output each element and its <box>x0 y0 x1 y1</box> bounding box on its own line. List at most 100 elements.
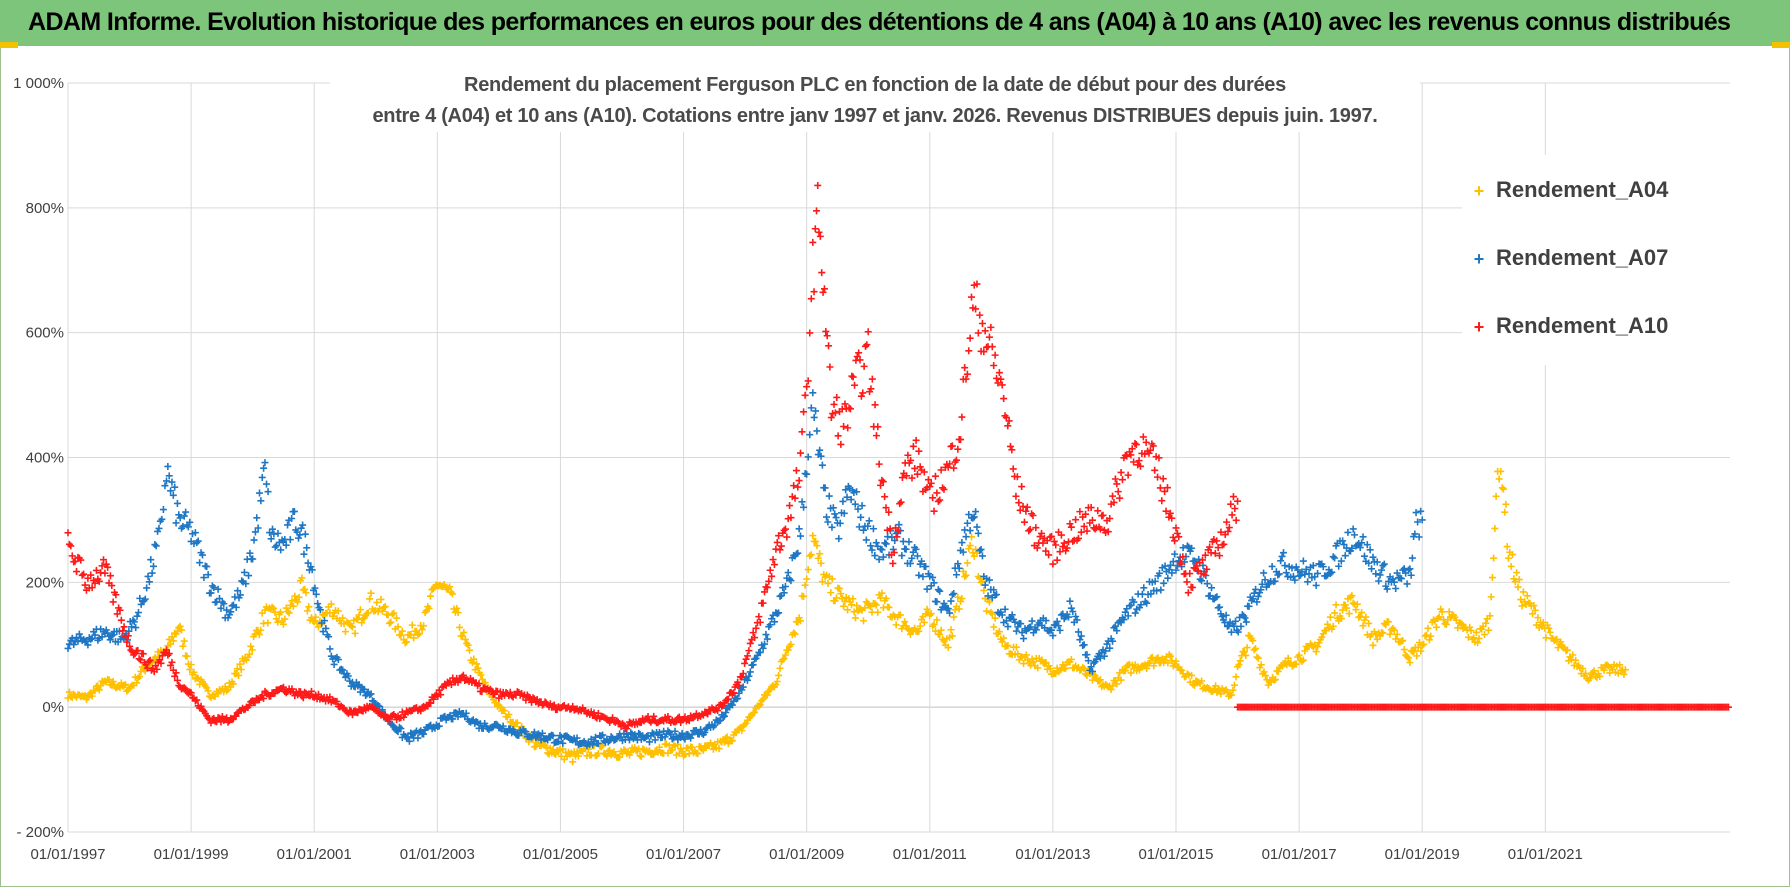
point-rendement-a04 <box>950 613 958 621</box>
point-rendement-a07 <box>1140 584 1148 592</box>
point-rendement-a07 <box>1234 628 1242 636</box>
point-rendement-a04 <box>235 671 243 679</box>
point-rendement-a07 <box>1408 554 1416 562</box>
point-rendement-a04 <box>743 716 751 724</box>
point-rendement-a04 <box>1492 492 1500 500</box>
point-rendement-a10 <box>529 694 537 702</box>
point-rendement-a04 <box>410 634 418 642</box>
point-rendement-a10 <box>113 610 121 618</box>
point-rendement-a04 <box>359 615 367 623</box>
point-rendement-a07 <box>749 661 757 669</box>
point-rendement-a07 <box>1008 611 1016 619</box>
point-rendement-a07 <box>829 504 837 512</box>
point-rendement-a04 <box>1188 671 1196 679</box>
point-rendement-a10 <box>897 498 905 506</box>
point-rendement-a10 <box>961 364 969 372</box>
point-rendement-a04 <box>1482 619 1490 627</box>
point-rendement-a04 <box>1315 639 1323 647</box>
point-rendement-a04 <box>1425 636 1433 644</box>
point-rendement-a10 <box>830 400 838 408</box>
point-rendement-a04 <box>694 750 702 758</box>
point-rendement-a07 <box>1168 569 1176 577</box>
point-rendement-a10 <box>427 699 435 707</box>
point-rendement-a10 <box>845 404 853 412</box>
point-rendement-a04 <box>862 598 870 606</box>
point-rendement-a04 <box>1491 524 1499 532</box>
point-rendement-a07 <box>1356 544 1364 552</box>
point-rendement-a07 <box>449 715 457 723</box>
point-rendement-a07 <box>875 555 883 563</box>
point-rendement-a07 <box>1360 552 1368 560</box>
point-rendement-a04 <box>978 577 986 585</box>
point-rendement-a07 <box>1378 566 1385 574</box>
point-rendement-a10 <box>224 718 232 726</box>
point-rendement-a07 <box>143 584 151 592</box>
point-rendement-a07 <box>1053 617 1061 625</box>
point-rendement-a10 <box>1201 551 1209 559</box>
point-rendement-a10 <box>1029 512 1037 520</box>
point-rendement-a10 <box>120 623 128 631</box>
point-rendement-a04 <box>906 630 914 638</box>
point-rendement-a07 <box>1111 622 1119 630</box>
point-rendement-a10 <box>978 319 986 327</box>
point-rendement-a07 <box>1067 604 1075 612</box>
point-rendement-a04 <box>1422 631 1430 639</box>
point-rendement-a10 <box>980 348 988 356</box>
point-rendement-a10 <box>924 476 932 484</box>
point-rendement-a04 <box>505 711 513 719</box>
point-rendement-a07 <box>667 730 675 738</box>
point-rendement-a10 <box>1116 494 1124 502</box>
point-rendement-a10 <box>1211 549 1219 557</box>
point-rendement-a04 <box>454 609 462 617</box>
point-rendement-a04 <box>933 616 941 624</box>
point-rendement-a04 <box>1353 600 1361 608</box>
point-rendement-a10 <box>101 569 109 577</box>
point-rendement-a07 <box>913 552 921 560</box>
point-rendement-a04 <box>1299 656 1307 664</box>
point-rendement-a07 <box>249 555 257 563</box>
point-rendement-a07 <box>325 633 333 641</box>
point-rendement-a07 <box>1337 557 1345 565</box>
point-rendement-a04 <box>1143 664 1151 672</box>
point-rendement-a07 <box>1331 554 1339 562</box>
point-rendement-a10 <box>1018 483 1026 491</box>
point-rendement-a04 <box>791 630 799 638</box>
point-rendement-a04 <box>1046 665 1054 673</box>
point-rendement-a07 <box>1216 603 1224 611</box>
point-rendement-a04 <box>1295 651 1303 659</box>
point-rendement-a07 <box>1218 612 1226 620</box>
point-rendement-a04 <box>1514 583 1522 591</box>
y-tick-label: 0% <box>42 699 64 716</box>
point-rendement-a07 <box>770 618 778 626</box>
point-rendement-a10 <box>1220 540 1228 548</box>
point-rendement-a04 <box>1472 628 1480 636</box>
point-rendement-a07 <box>828 523 836 531</box>
point-rendement-a10 <box>153 665 161 673</box>
point-rendement-a04 <box>474 664 482 672</box>
point-rendement-a07 <box>191 529 199 537</box>
point-rendement-a10 <box>930 507 938 515</box>
point-rendement-a10 <box>1130 458 1138 466</box>
point-rendement-a07 <box>1339 537 1347 545</box>
point-rendement-a04 <box>173 628 181 636</box>
point-rendement-a10 <box>307 687 315 695</box>
point-rendement-a10 <box>1118 476 1126 484</box>
point-rendement-a10 <box>87 571 95 579</box>
point-rendement-a04 <box>1424 624 1432 632</box>
point-rendement-a10 <box>958 413 966 421</box>
point-rendement-a10 <box>1225 524 1233 532</box>
point-rendement-a04 <box>859 617 867 625</box>
point-rendement-a04 <box>245 650 253 658</box>
point-rendement-a07 <box>1188 544 1196 552</box>
point-rendement-a07 <box>1100 652 1108 660</box>
point-rendement-a07 <box>208 582 216 590</box>
point-rendement-a10 <box>88 584 96 592</box>
point-rendement-a04 <box>272 615 280 623</box>
point-rendement-a07 <box>238 577 246 585</box>
point-rendement-a10 <box>746 639 754 647</box>
point-rendement-a04 <box>301 585 309 593</box>
point-rendement-a04 <box>1497 467 1505 475</box>
point-rendement-a10 <box>187 689 195 697</box>
point-rendement-a07 <box>271 543 279 551</box>
point-rendement-a07 <box>1171 550 1179 558</box>
